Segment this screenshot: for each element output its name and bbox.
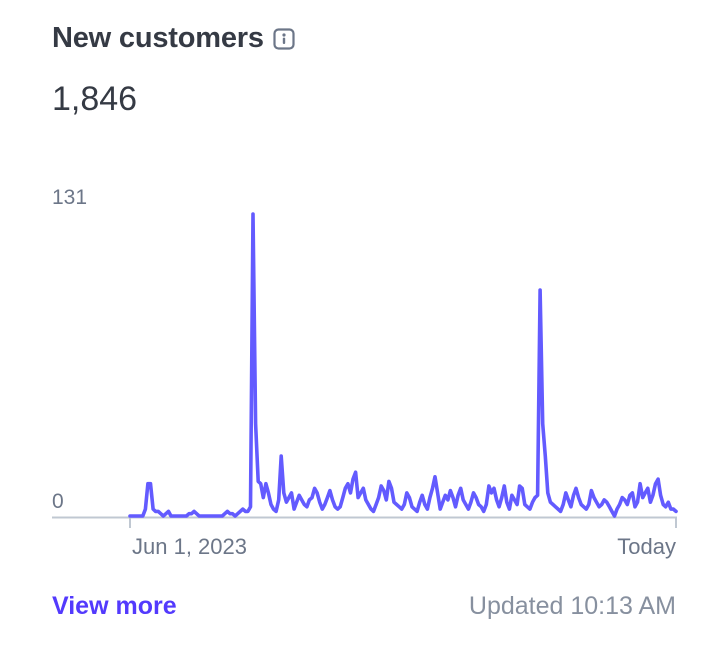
metric-value: 1,846 <box>52 80 138 118</box>
card-header: New customers <box>52 22 295 55</box>
x-axis-end-label: Today <box>617 534 676 559</box>
y-axis-min-label: 0 <box>52 490 64 513</box>
y-axis-max-label: 131 <box>52 186 88 209</box>
series-line-new-customers <box>128 212 678 518</box>
updated-timestamp: Updated 10:13 AM <box>468 592 676 620</box>
info-icon[interactable] <box>273 27 295 50</box>
x-axis-start-label: Jun 1, 2023 <box>132 534 247 559</box>
card-title: New customers <box>52 22 264 54</box>
view-more-link[interactable]: View more <box>52 592 177 620</box>
